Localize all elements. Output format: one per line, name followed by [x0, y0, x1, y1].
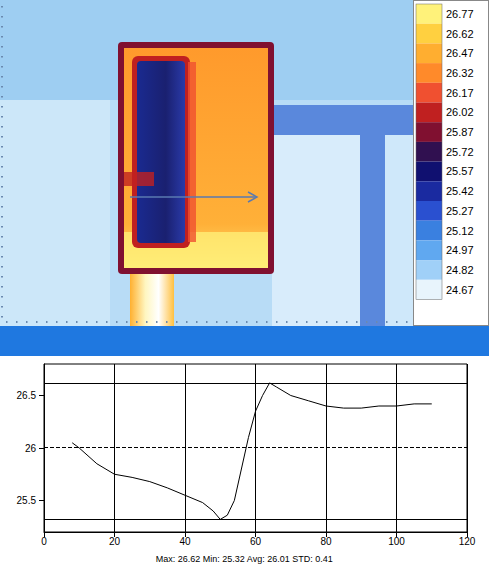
svg-text:25.57: 25.57	[446, 165, 474, 177]
svg-text:120: 120	[459, 536, 476, 547]
svg-text:25.42: 25.42	[446, 185, 474, 197]
svg-text:24.67: 24.67	[446, 284, 474, 296]
svg-text:26.17: 26.17	[446, 87, 474, 99]
svg-text:26.47: 26.47	[446, 47, 474, 59]
svg-text:100: 100	[388, 536, 405, 547]
svg-text:25.12: 25.12	[446, 225, 474, 237]
svg-text:80: 80	[320, 536, 332, 547]
svg-text:Max: 26.62 Min: 25.32 Avg: 26.: Max: 26.62 Min: 25.32 Avg: 26.01 STD: 0.…	[156, 554, 333, 564]
svg-text:26: 26	[25, 443, 37, 454]
svg-text:26.5: 26.5	[17, 390, 37, 401]
svg-text:60: 60	[250, 536, 262, 547]
svg-text:26.62: 26.62	[446, 28, 474, 40]
svg-text:20: 20	[109, 536, 121, 547]
svg-text:24.82: 24.82	[446, 264, 474, 276]
svg-text:25.27: 25.27	[446, 205, 474, 217]
svg-text:26.02: 26.02	[446, 106, 474, 118]
svg-text:24.97: 24.97	[446, 244, 474, 256]
svg-text:25.72: 25.72	[446, 146, 474, 158]
svg-text:40: 40	[179, 536, 191, 547]
svg-text:26.32: 26.32	[446, 67, 474, 79]
svg-text:25.87: 25.87	[446, 126, 474, 138]
svg-text:0: 0	[41, 536, 47, 547]
svg-text:25.5: 25.5	[17, 495, 37, 506]
svg-text:26.77: 26.77	[446, 8, 474, 20]
